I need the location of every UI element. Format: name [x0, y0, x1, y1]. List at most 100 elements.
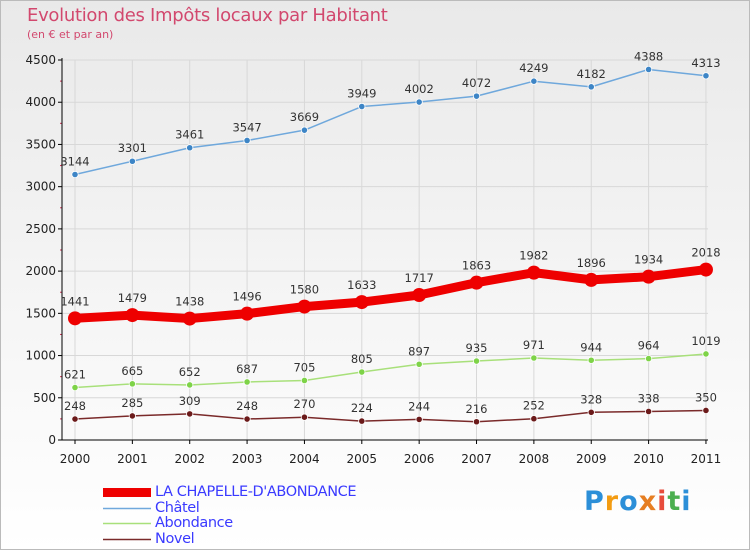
data-point-abondance [186, 381, 194, 389]
data-point-ch-tel [644, 65, 653, 74]
data-label-ch-tel: 4313 [691, 56, 720, 70]
data-point-la-chapelle-d-abondance [354, 295, 369, 310]
data-point-ch-tel [71, 170, 79, 179]
x-tick-label: 2007 [461, 452, 492, 466]
grid-lines [62, 59, 708, 440]
data-label-novel: 244 [408, 399, 430, 413]
data-point-la-chapelle-d-abondance [641, 269, 656, 284]
data-point-ch-tel [358, 102, 366, 111]
x-tick-label: 2008 [519, 452, 550, 466]
data-point-abondance [587, 356, 595, 364]
data-point-la-chapelle-d-abondance [698, 262, 713, 277]
y-tick-label: 500 [33, 391, 56, 405]
data-labels: 3144 3301 3461 3547 3669 3949 4002 4072 4249 4182… [60, 49, 720, 415]
data-point-novel [702, 406, 710, 415]
data-point-novel [587, 408, 595, 416]
data-label-abondance: 964 [638, 339, 660, 353]
data-label-ch-tel: 4249 [519, 61, 548, 75]
data-label-ch-tel: 3949 [347, 87, 376, 101]
y-tick-label: 4000 [25, 95, 56, 109]
legend-swatch-la-chapelle [103, 488, 151, 498]
data-point-novel [128, 412, 136, 420]
data-label-ch-tel: 4182 [577, 67, 606, 81]
legend-item-chatel: Châtel [103, 499, 356, 517]
data-point-la-chapelle-d-abondance [526, 265, 541, 280]
data-label-abondance: 971 [523, 338, 545, 352]
data-label-la-chapelle-d-abondance: 1934 [634, 253, 663, 267]
chart-subtitle: (en € et par an) [27, 28, 114, 41]
data-point-novel [358, 417, 366, 425]
logo-letter: i [681, 486, 692, 517]
data-label-la-chapelle-d-abondance: 1479 [118, 291, 147, 305]
data-point-la-chapelle-d-abondance [68, 311, 82, 326]
data-label-novel: 338 [638, 391, 660, 405]
legend-swatch-abondance [103, 523, 151, 525]
data-label-novel: 309 [179, 394, 201, 408]
data-label-novel: 248 [236, 399, 258, 413]
data-point-abondance [128, 380, 136, 388]
data-label-ch-tel: 4388 [634, 49, 663, 63]
data-point-ch-tel [530, 77, 538, 85]
legend-label-abondance: Abondance [155, 515, 233, 532]
logo-letter: r [604, 486, 620, 517]
data-label-abondance: 705 [293, 360, 315, 374]
data-label-la-chapelle-d-abondance: 1717 [405, 271, 434, 285]
x-tick-label: 2004 [289, 452, 320, 466]
data-label-abondance: 935 [466, 341, 488, 355]
y-tick-label: 4500 [25, 53, 56, 67]
legend-swatch-chatel [103, 507, 151, 509]
data-label-novel: 270 [293, 397, 315, 411]
legend-label-la-chapelle: LA CHAPELLE-D'ABONDANCE [155, 484, 357, 501]
data-label-abondance: 687 [236, 362, 258, 376]
data-point-novel [71, 415, 79, 423]
data-label-la-chapelle-d-abondance: 1896 [577, 256, 606, 270]
data-label-abondance: 805 [351, 352, 373, 366]
data-label-la-chapelle-d-abondance: 1863 [462, 259, 491, 273]
data-label-ch-tel: 3301 [118, 141, 147, 155]
data-label-abondance: 665 [121, 364, 143, 378]
x-tick-label: 2009 [576, 452, 607, 466]
data-label-la-chapelle-d-abondance: 1441 [60, 294, 89, 308]
data-label-abondance: 1019 [691, 334, 720, 348]
data-label-ch-tel: 3547 [232, 120, 261, 134]
data-point-ch-tel [186, 144, 194, 152]
data-label-novel: 252 [523, 399, 545, 413]
data-point-abondance [472, 357, 481, 365]
chart-legend: LA CHAPELLE-D'ABONDANCE Châtel Abondance… [103, 484, 357, 548]
legend-item-novel: Novel [103, 531, 356, 548]
data-label-la-chapelle-d-abondance: 2018 [691, 246, 720, 260]
series-line-novel [74, 409, 707, 423]
logo-letter: t [667, 486, 682, 517]
data-point-abondance [702, 350, 710, 358]
data-point-novel [472, 418, 481, 426]
data-point-abondance [71, 383, 79, 392]
x-tick-label: 2000 [60, 452, 91, 466]
data-point-novel [243, 415, 251, 423]
data-point-la-chapelle-d-abondance [584, 272, 599, 287]
y-tick-label: 0 [48, 433, 56, 447]
data-label-ch-tel: 4072 [462, 76, 491, 90]
logo-letter: o [619, 486, 639, 517]
y-tick-label: 1000 [25, 349, 56, 363]
data-point-abondance [644, 354, 653, 363]
series-line-la-chapelle-d-abondance [70, 265, 711, 324]
y-tick-label: 3000 [25, 180, 56, 194]
x-tick-label: 2010 [633, 452, 664, 466]
data-point-abondance [530, 354, 538, 362]
chart-title: Evolution des Impôts locaux par Habitant [27, 5, 388, 26]
data-label-novel: 350 [695, 390, 717, 404]
data-label-novel: 285 [121, 396, 143, 410]
data-point-abondance [243, 378, 251, 386]
data-point-la-chapelle-d-abondance [240, 306, 255, 321]
data-point-la-chapelle-d-abondance [469, 275, 484, 290]
data-label-ch-tel: 4002 [405, 82, 434, 96]
series-line-ch-tel [74, 68, 707, 176]
data-point-ch-tel [243, 136, 251, 145]
data-point-novel [186, 410, 194, 418]
data-point-novel [415, 415, 423, 423]
data-point-la-chapelle-d-abondance [412, 288, 427, 303]
legend-label-chatel: Châtel [155, 499, 200, 516]
data-point-ch-tel [300, 126, 309, 134]
data-label-novel: 216 [466, 402, 488, 416]
